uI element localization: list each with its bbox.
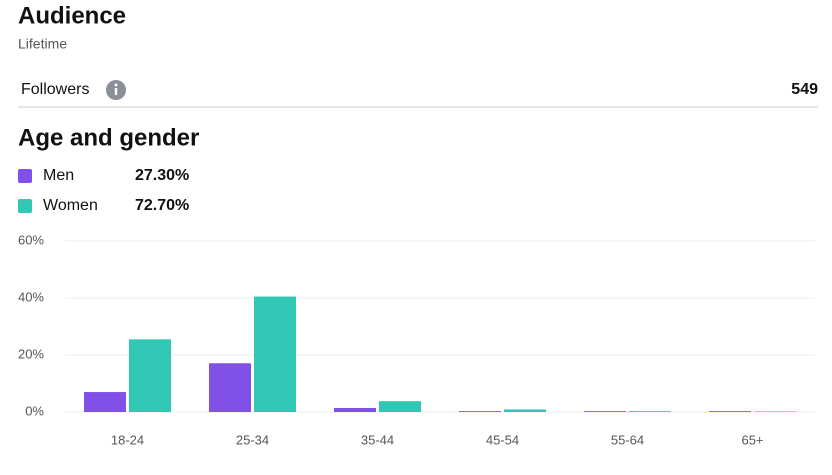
bar bbox=[209, 363, 251, 412]
y-tick-label: 20% bbox=[18, 346, 44, 361]
legend-swatch bbox=[18, 169, 32, 183]
bar bbox=[254, 296, 296, 412]
legend-label: Men bbox=[43, 167, 74, 184]
bar bbox=[334, 408, 376, 412]
bar bbox=[584, 411, 626, 412]
bar bbox=[129, 339, 171, 412]
x-tick-label: 45-54 bbox=[486, 432, 519, 447]
bar bbox=[459, 411, 501, 412]
subtitle: Lifetime bbox=[18, 36, 67, 52]
page-title: Audience bbox=[18, 2, 126, 29]
followers-count: 549 bbox=[791, 81, 818, 98]
bar bbox=[629, 411, 671, 412]
x-tick-label: 35-44 bbox=[361, 432, 394, 447]
bar bbox=[84, 392, 126, 412]
followers-label: Followers bbox=[21, 81, 89, 98]
info-icon[interactable] bbox=[106, 80, 126, 100]
y-tick-label: 40% bbox=[18, 289, 44, 304]
legend-swatch bbox=[18, 199, 32, 213]
x-tick-label: 65+ bbox=[741, 432, 763, 447]
y-tick-label: 60% bbox=[18, 232, 44, 247]
bar bbox=[504, 409, 546, 412]
legend-share: 27.30% bbox=[135, 167, 189, 184]
y-tick-label: 0% bbox=[25, 403, 44, 418]
bar bbox=[754, 411, 796, 412]
x-tick-label: 25-34 bbox=[236, 432, 269, 447]
bar bbox=[379, 401, 421, 412]
x-tick-label: 18-24 bbox=[111, 432, 144, 447]
bar bbox=[709, 411, 751, 412]
legend-share: 72.70% bbox=[135, 197, 189, 214]
x-tick-label: 55-64 bbox=[611, 432, 644, 447]
chart-title: Age and gender bbox=[18, 124, 199, 151]
legend-label: Women bbox=[43, 197, 98, 214]
